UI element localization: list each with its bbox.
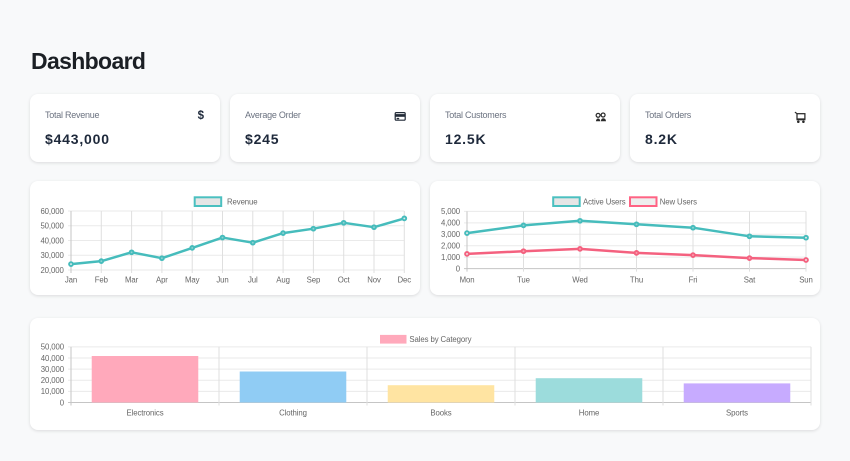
svg-text:1,000: 1,000: [441, 253, 461, 262]
svg-text:0: 0: [60, 398, 65, 407]
svg-text:Oct: Oct: [338, 276, 351, 285]
svg-text:10,000: 10,000: [41, 387, 65, 396]
svg-text:0: 0: [456, 264, 461, 273]
svg-text:20,000: 20,000: [40, 266, 64, 275]
svg-text:Sales by Category: Sales by Category: [409, 335, 471, 344]
svg-text:Home: Home: [579, 409, 599, 418]
svg-text:Apr: Apr: [156, 276, 168, 285]
svg-text:Sun: Sun: [799, 276, 813, 285]
svg-text:Mar: Mar: [125, 276, 139, 285]
svg-text:2,000: 2,000: [441, 242, 461, 251]
svg-text:40,000: 40,000: [41, 354, 65, 363]
svg-text:30,000: 30,000: [40, 251, 64, 260]
svg-text:Sports: Sports: [726, 409, 748, 418]
svg-text:Books: Books: [430, 409, 451, 418]
svg-text:50,000: 50,000: [40, 222, 64, 231]
svg-text:New Users: New Users: [660, 198, 697, 207]
svg-text:Fri: Fri: [689, 276, 698, 285]
svg-text:20,000: 20,000: [41, 376, 65, 385]
svg-text:Sat: Sat: [744, 276, 756, 285]
svg-text:Tue: Tue: [517, 276, 530, 285]
svg-text:4,000: 4,000: [441, 219, 461, 228]
svg-text:50,000: 50,000: [41, 343, 65, 352]
svg-text:Jun: Jun: [216, 276, 228, 285]
svg-text:Feb: Feb: [95, 276, 109, 285]
svg-text:Jul: Jul: [248, 276, 258, 285]
svg-text:Nov: Nov: [367, 276, 381, 285]
svg-text:Active Users: Active Users: [583, 198, 626, 207]
svg-text:40,000: 40,000: [40, 236, 64, 245]
svg-text:Clothing: Clothing: [279, 409, 307, 418]
svg-text:Dec: Dec: [398, 276, 412, 285]
svg-text:60,000: 60,000: [40, 207, 64, 216]
svg-text:Mon: Mon: [460, 276, 475, 285]
svg-text:Sep: Sep: [307, 276, 321, 285]
svg-text:Wed: Wed: [572, 276, 588, 285]
svg-text:Aug: Aug: [276, 276, 290, 285]
svg-text:Electronics: Electronics: [126, 409, 163, 418]
svg-text:May: May: [185, 276, 200, 285]
svg-text:5,000: 5,000: [441, 207, 461, 216]
svg-text:30,000: 30,000: [41, 365, 65, 374]
svg-text:Jan: Jan: [65, 276, 77, 285]
svg-text:Thu: Thu: [630, 276, 643, 285]
svg-text:Revenue: Revenue: [227, 198, 258, 207]
svg-text:3,000: 3,000: [441, 230, 461, 239]
